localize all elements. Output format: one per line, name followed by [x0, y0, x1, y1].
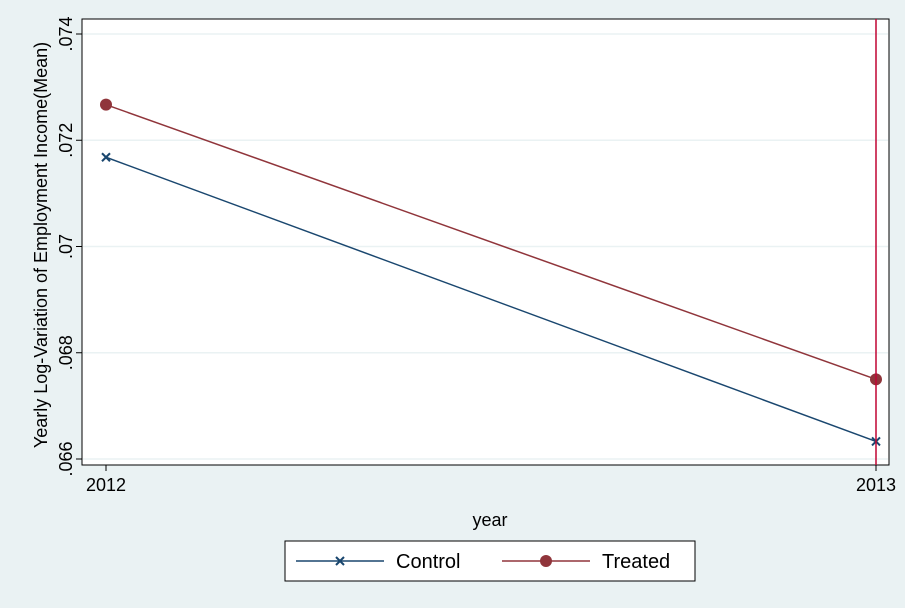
series-layer — [100, 98, 882, 447]
y-tick-label: .068 — [56, 335, 76, 370]
series-line-treated — [105, 103, 877, 381]
grid-lines — [83, 33, 888, 460]
data-point-control — [101, 152, 111, 162]
data-point-treated — [100, 98, 112, 111]
x-axis-title: year — [472, 510, 507, 530]
x-tick-label: 2012 — [86, 475, 126, 495]
x-tick-label: 2013 — [856, 475, 896, 495]
plot-area — [81, 18, 890, 466]
y-axis: .066 .068 .07 .072 .074 — [56, 16, 82, 477]
series-line-control — [105, 156, 877, 443]
y-tick-label: .072 — [56, 123, 76, 158]
legend-control-label: Control — [396, 551, 460, 573]
y-axis-title: Yearly Log-Variation of Employment Incom… — [31, 42, 51, 448]
legend-treated-marker — [540, 555, 552, 567]
legend-control-marker — [335, 556, 345, 566]
x-axis: 2012 2013 — [86, 465, 896, 495]
y-tick-label: .074 — [56, 16, 76, 51]
y-tick-label: .066 — [56, 441, 76, 476]
legend: Control Treated — [284, 540, 696, 582]
y-tick-label: .07 — [56, 234, 76, 259]
legend-treated-label: Treated — [602, 551, 670, 573]
